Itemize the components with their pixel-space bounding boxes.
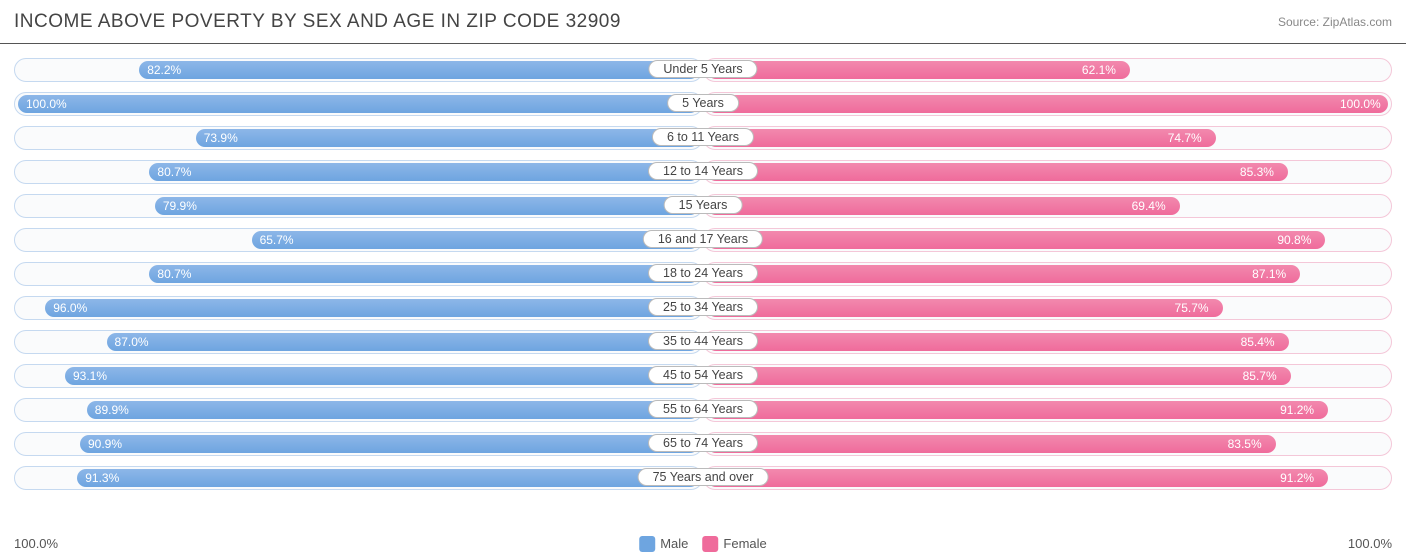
legend-male: Male: [639, 536, 688, 552]
female-value: 62.1%: [1082, 63, 1116, 77]
category-label: 18 to 24 Years: [648, 264, 758, 282]
male-value: 90.9%: [88, 437, 122, 451]
legend-female-label: Female: [723, 536, 766, 551]
male-bar: [77, 469, 699, 487]
category-label: 35 to 44 Years: [648, 332, 758, 350]
male-value: 80.7%: [157, 165, 191, 179]
male-value: 87.0%: [115, 335, 149, 349]
legend-female-swatch: [702, 536, 718, 552]
legend: Male Female: [639, 536, 767, 552]
female-value: 85.3%: [1240, 165, 1274, 179]
male-value: 79.9%: [163, 199, 197, 213]
female-value: 85.4%: [1241, 335, 1275, 349]
chart-row: 87.0% 85.4% 35 to 44 Years: [14, 328, 1392, 356]
male-bar: [87, 401, 699, 419]
female-bar: [707, 469, 1328, 487]
category-label: 55 to 64 Years: [648, 400, 758, 418]
chart-row: 73.9% 74.7% 6 to 11 Years: [14, 124, 1392, 152]
male-value: 82.2%: [147, 63, 181, 77]
female-bar: [707, 197, 1180, 215]
female-value: 90.8%: [1277, 233, 1311, 247]
female-value: 87.1%: [1252, 267, 1286, 281]
female-value: 91.2%: [1280, 471, 1314, 485]
chart-row: 89.9% 91.2% 55 to 64 Years: [14, 396, 1392, 424]
axis-left-label: 100.0%: [14, 536, 58, 551]
female-bar: [707, 299, 1223, 317]
male-bar: [107, 333, 699, 351]
category-label: 25 to 34 Years: [648, 298, 758, 316]
male-bar: [80, 435, 699, 453]
category-label: 16 and 17 Years: [643, 230, 763, 248]
female-value: 75.7%: [1175, 301, 1209, 315]
female-value: 69.4%: [1132, 199, 1166, 213]
male-bar: [18, 95, 699, 113]
female-value: 83.5%: [1228, 437, 1262, 451]
female-bar: [707, 265, 1300, 283]
female-value: 85.7%: [1243, 369, 1277, 383]
male-value: 91.3%: [85, 471, 119, 485]
female-value: 100.0%: [1340, 97, 1381, 111]
category-label: 65 to 74 Years: [648, 434, 758, 452]
male-bar: [45, 299, 699, 317]
male-value: 93.1%: [73, 369, 107, 383]
category-label: 5 Years: [667, 94, 739, 112]
chart-area: 82.2% 62.1% Under 5 Years 100.0% 100.0% 5 Yea…: [0, 44, 1406, 492]
female-bar: [707, 163, 1288, 181]
male-value: 100.0%: [26, 97, 67, 111]
legend-male-swatch: [639, 536, 655, 552]
female-bar: [707, 435, 1276, 453]
category-label: 15 Years: [664, 196, 743, 214]
chart-row: 82.2% 62.1% Under 5 Years: [14, 56, 1392, 84]
female-bar: [707, 231, 1325, 249]
male-value: 80.7%: [157, 267, 191, 281]
chart-footer: 100.0% Male Female 100.0%: [14, 536, 1392, 551]
legend-male-label: Male: [660, 536, 688, 551]
category-label: 6 to 11 Years: [652, 128, 754, 146]
male-bar: [149, 265, 699, 283]
chart-row: 90.9% 83.5% 65 to 74 Years: [14, 430, 1392, 458]
chart-header: INCOME ABOVE POVERTY BY SEX AND AGE IN Z…: [0, 0, 1406, 44]
chart-source: Source: ZipAtlas.com: [1278, 15, 1392, 29]
male-bar: [139, 61, 699, 79]
chart-row: 80.7% 85.3% 12 to 14 Years: [14, 158, 1392, 186]
female-bar: [707, 367, 1291, 385]
chart-row: 96.0% 75.7% 25 to 34 Years: [14, 294, 1392, 322]
female-bar: [707, 61, 1130, 79]
male-value: 96.0%: [53, 301, 87, 315]
chart-row: 80.7% 87.1% 18 to 24 Years: [14, 260, 1392, 288]
category-label: 45 to 54 Years: [648, 366, 758, 384]
chart-row: 93.1% 85.7% 45 to 54 Years: [14, 362, 1392, 390]
female-bar: [707, 333, 1289, 351]
male-bar: [155, 197, 699, 215]
chart-title: INCOME ABOVE POVERTY BY SEX AND AGE IN Z…: [14, 11, 621, 33]
female-bar: [707, 129, 1216, 147]
male-bar: [252, 231, 699, 249]
axis-right-label: 100.0%: [1348, 536, 1392, 551]
female-bar: [707, 401, 1328, 419]
male-value: 73.9%: [204, 131, 238, 145]
female-value: 74.7%: [1168, 131, 1202, 145]
category-label: Under 5 Years: [648, 60, 757, 78]
chart-row: 91.3% 91.2% 75 Years and over: [14, 464, 1392, 492]
legend-female: Female: [702, 536, 766, 552]
chart-row: 65.7% 90.8% 16 and 17 Years: [14, 226, 1392, 254]
male-value: 65.7%: [260, 233, 294, 247]
category-label: 75 Years and over: [638, 468, 769, 486]
male-value: 89.9%: [95, 403, 129, 417]
male-bar: [196, 129, 699, 147]
male-bar: [149, 163, 699, 181]
female-value: 91.2%: [1280, 403, 1314, 417]
chart-row: 79.9% 69.4% 15 Years: [14, 192, 1392, 220]
chart-row: 100.0% 100.0% 5 Years: [14, 90, 1392, 118]
male-bar: [65, 367, 699, 385]
category-label: 12 to 14 Years: [648, 162, 758, 180]
female-bar: [707, 95, 1388, 113]
